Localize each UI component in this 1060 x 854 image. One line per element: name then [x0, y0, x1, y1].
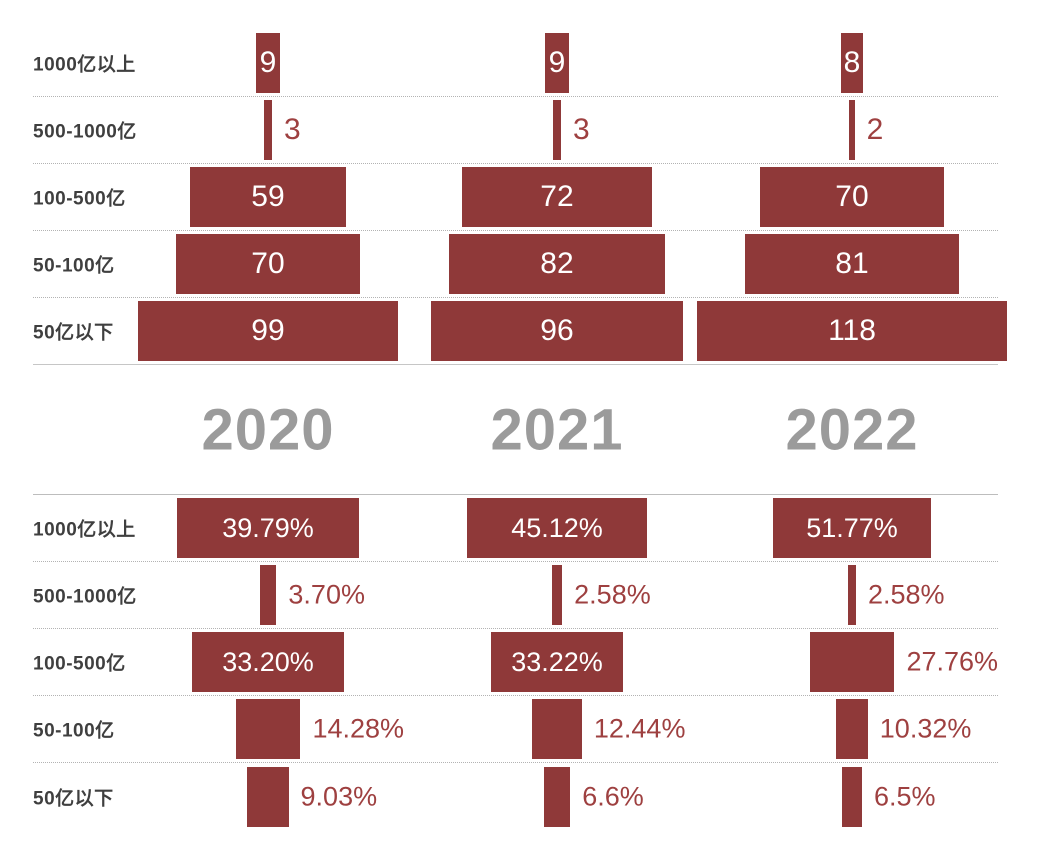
value-bar: 99	[137, 301, 399, 361]
bar-value: 3	[283, 113, 301, 146]
bar-value: 82	[540, 247, 574, 280]
value-bar	[551, 565, 563, 625]
category-label: 100-500亿	[33, 188, 126, 210]
bar-value: 99	[251, 314, 285, 347]
bar-value: 70	[251, 247, 285, 280]
value-bar: 8	[841, 33, 863, 93]
chart-row: 50亿以下 99 96 118	[33, 298, 1008, 365]
year-axis: 2020 2021 2022	[33, 365, 998, 494]
value-bar: 39.79%	[177, 498, 359, 558]
value-bar: 9	[256, 33, 280, 93]
chart-row: 1000亿以上 9 9 8	[33, 30, 998, 97]
chart-row: 100-500亿 33.20% 33.22% 27.76%	[33, 629, 998, 696]
value-bar	[836, 699, 868, 759]
value-bar	[553, 100, 561, 160]
value-bar	[543, 766, 571, 827]
category-label: 50-100亿	[33, 255, 115, 277]
year-label: 2022	[785, 397, 919, 462]
value-bar: 45.12%	[466, 498, 648, 558]
category-label: 50亿以下	[33, 788, 114, 809]
value-bar: 59	[190, 167, 346, 227]
value-bar	[259, 565, 277, 625]
chart-row: 50-100亿 70 82 81	[33, 231, 998, 298]
bar-value: 2.58%	[574, 579, 651, 610]
chart-row: 1000亿以上 39.79% 45.12% 51.77%	[33, 495, 998, 562]
bar-value: 81	[835, 247, 869, 280]
category-label: 1000亿以上	[33, 54, 136, 76]
chart-row: 500-1000亿 3.70% 2.58% 2.58%	[33, 562, 998, 629]
bar-value: 72	[540, 180, 574, 213]
percent-chart: 1000亿以上 39.79% 45.12% 51.77% 500-1000亿 3.70% 2…	[33, 494, 998, 830]
category-label: 1000亿以上	[33, 519, 136, 541]
value-bar: 51.77%	[772, 498, 932, 558]
bar-value: 3.70%	[288, 579, 365, 610]
chart-row: 50-100亿 14.28% 12.44% 10.32%	[33, 696, 998, 763]
bar-value: 45.12%	[511, 512, 603, 543]
bar-value: 118	[828, 314, 876, 347]
value-bar	[264, 100, 272, 160]
category-label: 100-500亿	[33, 653, 126, 675]
category-label: 50亿以下	[33, 322, 114, 344]
category-label: 50-100亿	[33, 720, 115, 742]
value-bar: 70	[759, 167, 945, 227]
bar-value: 6.6%	[582, 781, 644, 811]
value-bar: 118	[696, 301, 1008, 361]
bar-value: 33.22%	[511, 646, 603, 677]
bar-value: 2.58%	[867, 579, 945, 610]
bar-value: 10.32%	[879, 713, 972, 744]
bar-value: 3	[572, 113, 590, 146]
chart-row: 100-500亿 59 72 70	[33, 164, 998, 231]
bar-value: 9	[548, 46, 566, 79]
value-bar	[809, 632, 895, 692]
value-bar: 9	[545, 33, 569, 93]
category-label: 500-1000亿	[33, 586, 137, 608]
bar-value: 9.03%	[300, 781, 378, 811]
value-bar: 96	[430, 301, 684, 361]
bar-value: 6.5%	[873, 781, 936, 811]
chart-row: 500-1000亿 3 3 2	[33, 97, 998, 164]
bar-value: 8	[843, 46, 861, 79]
value-bar	[235, 699, 301, 759]
value-bar	[842, 766, 862, 827]
count-chart: 1000亿以上 9 9 8 500-1000亿 3 3 2 100-500亿 59 72 70 50-1…	[33, 30, 1008, 365]
value-bar: 70	[175, 234, 361, 294]
bar-value: 14.28%	[312, 713, 405, 744]
bar-value: 12.44%	[593, 713, 686, 744]
bar-value: 70	[835, 180, 869, 213]
value-bar: 33.22%	[490, 632, 624, 692]
bar-value: 9	[259, 46, 277, 79]
value-bar: 33.20%	[192, 632, 344, 692]
value-bar: 72	[462, 167, 652, 227]
value-bar	[532, 699, 582, 759]
chart-row: 50亿以下 9.03% 6.6% 6.5%	[33, 763, 998, 830]
bar-value: 2	[866, 113, 884, 146]
bar-value: 27.76%	[906, 646, 999, 677]
category-label: 500-1000亿	[33, 121, 137, 143]
bar-value: 33.20%	[222, 646, 314, 677]
value-bar	[849, 100, 855, 160]
year-label: 2021	[490, 397, 624, 462]
value-bar	[848, 565, 856, 625]
bar-value: 96	[540, 314, 574, 347]
bar-value: 59	[251, 180, 285, 213]
bar-value: 39.79%	[222, 512, 314, 543]
value-bar: 82	[449, 234, 665, 294]
year-label: 2020	[201, 397, 335, 462]
value-bar: 81	[745, 234, 959, 294]
value-bar	[247, 766, 289, 827]
bar-value: 51.77%	[806, 512, 898, 543]
